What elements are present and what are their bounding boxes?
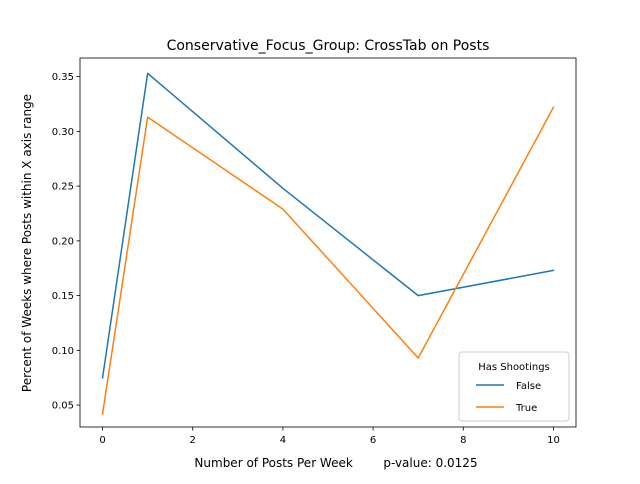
series-line-true [101, 106, 555, 415]
x-tick-label-10: 10 [547, 435, 560, 446]
data-point-true-7 [417, 357, 419, 359]
y-tick-label-0.10: 0.10 [52, 346, 74, 357]
data-point-true-10 [553, 106, 555, 108]
y-axis-label: Percent of Weeks where Posts within X ax… [20, 94, 34, 392]
legend-label-true: True [515, 403, 537, 414]
data-point-true-4 [282, 208, 284, 210]
legend-box [458, 351, 570, 422]
data-point-false-7 [417, 295, 419, 297]
legend-title: Has Shootings [478, 362, 550, 373]
series-layer [101, 72, 555, 415]
y-tick-label-0.35: 0.35 [52, 72, 74, 83]
y-tick-label-0.05: 0.05 [52, 401, 74, 412]
data-point-true-0 [102, 413, 104, 415]
y-tick-label-0.15: 0.15 [52, 291, 74, 302]
data-point-true-1 [147, 116, 149, 118]
y-tick-label-0.30: 0.30 [52, 127, 74, 138]
data-point-false-10 [553, 270, 555, 272]
y-tick-label-0.25: 0.25 [52, 182, 74, 193]
x-axis: 0 2 4 6 8 10 [99, 427, 560, 446]
x-tick-label-8: 8 [460, 435, 466, 446]
series-line-false [101, 72, 555, 379]
chart-title: Conservative_Focus_Group: CrossTab on Po… [167, 38, 490, 54]
y-tick-label-0.20: 0.20 [52, 236, 74, 247]
x-tick-label-4: 4 [280, 435, 286, 446]
x-tick-label-6: 6 [370, 435, 376, 446]
data-point-false-4 [282, 187, 284, 189]
legend-label-false: False [516, 381, 541, 392]
x-tick-label-0: 0 [99, 435, 105, 446]
plot-frame [79, 57, 577, 428]
y-axis: 0.05 0.10 0.15 0.20 0.25 0.30 0.35 [52, 72, 80, 412]
data-point-false-1 [147, 73, 149, 75]
x-axis-label: Number of Posts Per Week p-value: 0.0125 [194, 456, 477, 470]
x-tick-label-2: 2 [190, 435, 196, 446]
legend: Has Shootings False True [458, 351, 570, 422]
data-point-false-0 [102, 377, 104, 379]
